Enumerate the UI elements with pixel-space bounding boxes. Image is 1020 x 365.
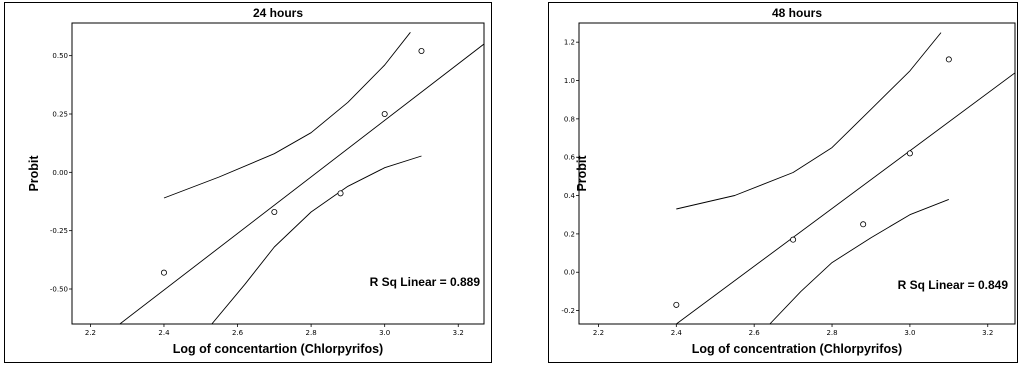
x-tick-label: 3.2 — [453, 329, 464, 337]
chart-48-hours-svg: 48 hours 2.2 2.4 2.6 2.8 3.0 3.2 -0.2 0.0 0.2 0.4 0… — [561, 6, 1016, 356]
y-tick-label: -0.50 — [50, 286, 68, 294]
y-tick-label: -0.25 — [50, 227, 68, 235]
y-tick-label: 0.4 — [564, 192, 576, 200]
y-axis-label: Probit — [27, 155, 41, 192]
data-point — [790, 236, 797, 243]
data-point — [381, 111, 388, 118]
plot-content — [676, 32, 1015, 324]
ci-lower-curve — [769, 198, 949, 324]
ci-upper-curve — [676, 32, 942, 210]
data-point — [271, 208, 278, 215]
data-point — [945, 56, 952, 63]
y-tick-label: 1.0 — [564, 77, 575, 85]
chart-24-hours-svg: 24 hours 2.2 2.4 2.6 2.8 3.0 3.2 -0.50 -0.25 0.00… — [27, 6, 485, 356]
x-tick-label: 2.6 — [749, 329, 761, 337]
data-point — [160, 269, 167, 276]
data-point — [673, 301, 680, 308]
x-tick-label: 2.4 — [671, 329, 683, 337]
x-tick-label: 2.8 — [826, 329, 837, 337]
y-tick-label: 0.2 — [564, 230, 575, 238]
y-tick-label: 0.0 — [564, 269, 575, 277]
y-tick-label: 0.00 — [52, 169, 68, 177]
chart-title: 24 hours — [253, 6, 303, 20]
y-tick-label: -0.2 — [561, 307, 575, 315]
fit-line — [119, 43, 484, 324]
x-tick-label: 2.2 — [593, 329, 604, 337]
x-tick-label: 3.2 — [982, 329, 993, 337]
plot-area — [578, 22, 1016, 325]
x-tick-label: 2.8 — [306, 329, 317, 337]
x-tick-label: 2.6 — [232, 329, 244, 337]
y-axis-label: Probit — [575, 155, 589, 192]
ci-lower-curve — [211, 155, 422, 324]
data-point — [860, 221, 867, 228]
ci-upper-curve — [163, 32, 411, 199]
plot-content — [119, 32, 484, 324]
chart-24-hours: 24 hours 2.2 2.4 2.6 2.8 3.0 3.2 -0.50 -0.25 0.00… — [4, 2, 492, 363]
r-squared-annotation: R Sq Linear = 0.889 — [370, 275, 481, 289]
y-tick-label: 0.8 — [564, 115, 575, 123]
data-point — [337, 190, 344, 197]
y-tick-label: 1.2 — [564, 39, 575, 47]
y-tick-label: 0.25 — [52, 111, 68, 119]
chart-48-hours: 48 hours 2.2 2.4 2.6 2.8 3.0 3.2 -0.2 0.0 0.2 0.4 0… — [548, 2, 1018, 363]
fit-line — [676, 72, 1015, 324]
chart-title: 48 hours — [772, 6, 822, 20]
x-axis-label: Log of concentration (Chlorpyrifos) — [692, 342, 902, 356]
x-tick-label: 3.0 — [379, 329, 390, 337]
plot-area — [71, 22, 485, 325]
y-tick-label: 0.6 — [564, 154, 576, 162]
y-tick-label: 0.50 — [52, 52, 68, 60]
r-squared-annotation: R Sq Linear = 0.849 — [898, 278, 1009, 292]
data-point — [906, 150, 913, 157]
x-tick-label: 2.4 — [158, 329, 170, 337]
x-tick-label: 3.0 — [904, 329, 915, 337]
data-point — [418, 48, 425, 55]
x-tick-label: 2.2 — [85, 329, 96, 337]
x-axis-label: Log of concentartion (Chlorpyrifos) — [173, 342, 383, 356]
